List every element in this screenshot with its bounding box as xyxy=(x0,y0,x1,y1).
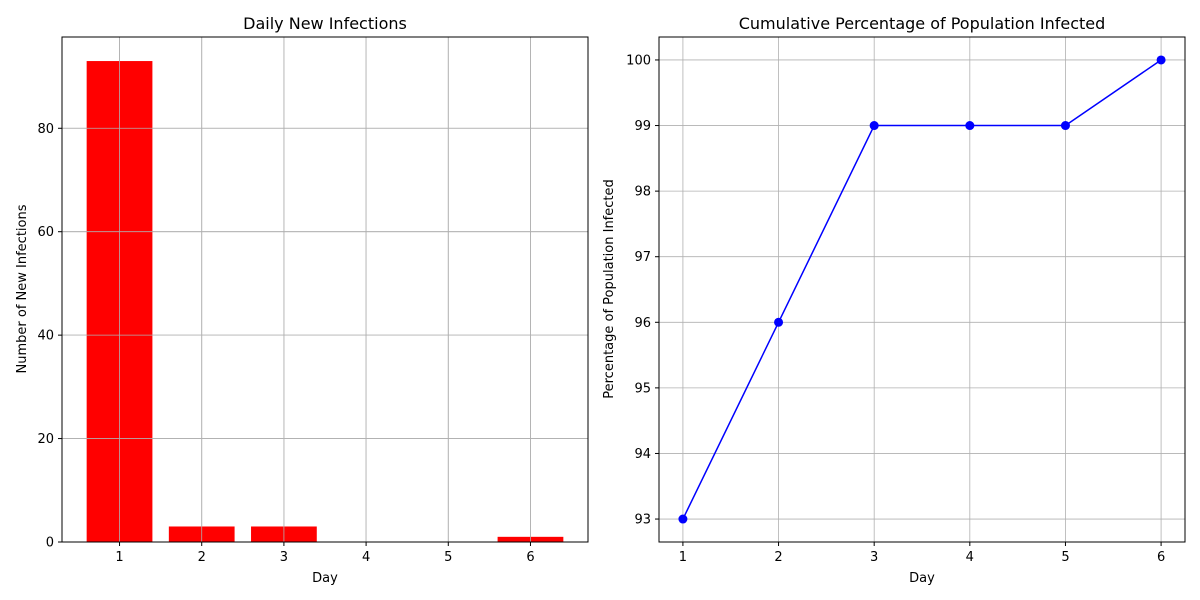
line-chart-cumulative-percentage: Cumulative Percentage of Population Infe… xyxy=(602,14,1186,586)
x-tick-label: 3 xyxy=(280,550,288,565)
plot-frame xyxy=(61,36,589,543)
x-tick-label: 6 xyxy=(1157,550,1165,565)
y-tick-label: 20 xyxy=(37,432,54,447)
x-tick-label: 4 xyxy=(362,550,370,565)
data-point-day-5 xyxy=(1060,121,1070,131)
x-tick-label: 1 xyxy=(115,550,123,565)
y-tick-label: 40 xyxy=(37,329,54,344)
y-tick-label: 0 xyxy=(46,536,54,551)
y-axis-label: Percentage of Population Infected xyxy=(602,179,617,399)
chart-title: Daily New Infections xyxy=(243,14,407,33)
x-axis-label: Day xyxy=(909,571,935,586)
ticks-layer: 1 2 3 4 5 6 93 94 95 96 97 98 99 100 xyxy=(626,36,1186,565)
grid-layer xyxy=(659,37,1185,542)
series-line xyxy=(682,59,1162,520)
y-tick-label: 99 xyxy=(634,119,651,134)
data-point-day-4 xyxy=(965,121,975,131)
y-tick-label: 60 xyxy=(37,225,54,240)
data-point-day-6 xyxy=(1156,55,1166,65)
data-point-day-2 xyxy=(774,317,784,327)
y-tick-label: 94 xyxy=(634,447,651,462)
x-tick-label: 4 xyxy=(966,550,974,565)
y-tick-label: 100 xyxy=(626,53,651,68)
y-tick-label: 95 xyxy=(634,381,651,396)
y-tick-label: 93 xyxy=(634,513,651,528)
x-tick-label: 2 xyxy=(198,550,206,565)
y-tick-label: 97 xyxy=(634,250,651,265)
y-tick-label: 96 xyxy=(634,316,651,331)
marks-layer xyxy=(62,37,588,543)
data-point-day-3 xyxy=(869,121,879,131)
x-tick-label: 5 xyxy=(1061,550,1069,565)
bar-chart-daily-new-infections: Daily New Infections Day Number of New I… xyxy=(15,14,589,586)
x-tick-label: 2 xyxy=(774,550,782,565)
y-tick-label: 80 xyxy=(37,122,54,137)
marks-layer xyxy=(678,55,1166,524)
chart-title: Cumulative Percentage of Population Infe… xyxy=(739,14,1106,33)
y-tick-label: 98 xyxy=(634,185,651,200)
x-tick-label: 3 xyxy=(870,550,878,565)
x-tick-label: 5 xyxy=(444,550,452,565)
x-tick-label: 1 xyxy=(679,550,687,565)
y-axis-label: Number of New Infections xyxy=(15,204,30,373)
plot-frame xyxy=(658,36,1186,543)
x-tick-label: 6 xyxy=(526,550,534,565)
data-point-day-1 xyxy=(678,514,688,524)
x-axis-label: Day xyxy=(312,571,338,586)
